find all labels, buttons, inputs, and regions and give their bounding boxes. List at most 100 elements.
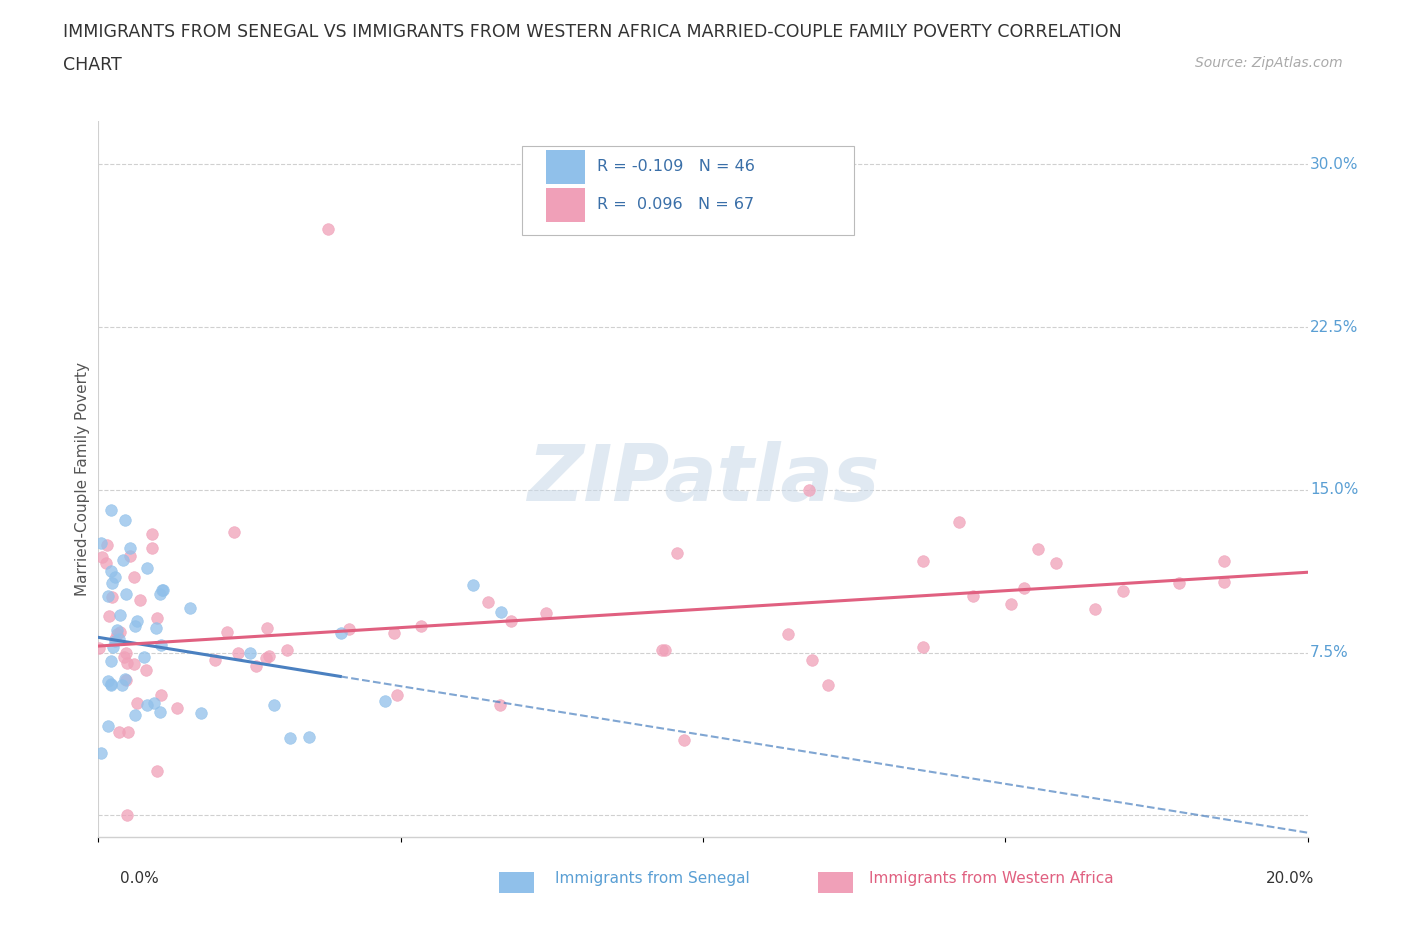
Point <box>100 677 122 692</box>
Text: ZIPatlas: ZIPatlas <box>527 441 879 517</box>
Text: 7.5%: 7.5% <box>1310 645 1348 660</box>
Point <box>114 671 136 686</box>
Point <box>204 653 226 668</box>
Text: Source: ZipAtlas.com: Source: ZipAtlas.com <box>1195 56 1343 70</box>
Point <box>120 548 142 563</box>
Point <box>149 587 172 602</box>
Point <box>124 618 146 633</box>
Point <box>115 586 138 601</box>
Point <box>146 764 169 778</box>
Point <box>298 730 321 745</box>
Point <box>136 561 159 576</box>
Point <box>259 648 281 663</box>
Point <box>245 658 267 673</box>
Point <box>141 540 163 555</box>
Point <box>117 808 139 823</box>
Point <box>100 677 122 692</box>
Point <box>962 589 984 604</box>
Point <box>107 631 129 646</box>
Text: CHART: CHART <box>63 56 122 73</box>
Point <box>141 526 163 541</box>
Point <box>107 627 129 642</box>
FancyBboxPatch shape <box>522 146 855 235</box>
Text: Immigrants from Western Africa: Immigrants from Western Africa <box>869 871 1114 886</box>
Point <box>316 222 339 237</box>
Point <box>122 657 145 671</box>
Point <box>96 555 118 570</box>
Point <box>673 732 696 747</box>
Point <box>477 595 499 610</box>
Text: 22.5%: 22.5% <box>1310 320 1358 335</box>
Point <box>254 650 277 665</box>
Point <box>239 645 262 660</box>
Point <box>100 502 122 517</box>
Bar <box>546 150 585 184</box>
Text: 20.0%: 20.0% <box>1267 871 1315 886</box>
Point <box>256 620 278 635</box>
Point <box>797 482 820 497</box>
Point <box>105 622 128 637</box>
Point <box>948 514 970 529</box>
Point <box>329 625 352 640</box>
Point <box>114 672 136 687</box>
Point <box>108 608 131 623</box>
Point <box>108 625 131 640</box>
Point <box>100 654 122 669</box>
Text: 30.0%: 30.0% <box>1310 157 1358 172</box>
Point <box>276 643 298 658</box>
Point <box>489 698 512 712</box>
Point <box>1045 555 1067 570</box>
Point <box>817 677 839 692</box>
Point <box>124 708 146 723</box>
Point <box>117 724 139 739</box>
Point <box>100 576 122 591</box>
Point <box>127 696 149 711</box>
Point <box>114 512 136 527</box>
Point <box>1014 580 1036 595</box>
Point <box>411 618 433 633</box>
Point <box>91 550 114 565</box>
Text: 15.0%: 15.0% <box>1310 483 1358 498</box>
Point <box>143 696 166 711</box>
Point <box>224 525 246 539</box>
Point <box>90 746 112 761</box>
Point <box>150 687 173 702</box>
Point <box>97 608 120 623</box>
Point <box>190 705 212 720</box>
Point <box>97 673 120 688</box>
Point <box>87 641 110 656</box>
Point <box>149 638 172 653</box>
Point <box>385 688 408 703</box>
Point <box>179 601 201 616</box>
Point <box>1000 596 1022 611</box>
Point <box>463 578 485 592</box>
Point <box>152 582 174 597</box>
Point <box>129 592 152 607</box>
Point <box>912 640 935 655</box>
Point <box>278 731 301 746</box>
Point <box>1213 575 1236 590</box>
Text: R = -0.109   N = 46: R = -0.109 N = 46 <box>596 159 755 175</box>
Point <box>911 553 934 568</box>
Point <box>90 535 112 550</box>
Point <box>263 698 285 713</box>
Point <box>111 677 134 692</box>
Point <box>97 589 120 604</box>
Point <box>1026 542 1049 557</box>
Point <box>534 606 557 621</box>
Point <box>374 694 396 709</box>
Point <box>145 621 167 636</box>
Point <box>103 639 125 654</box>
Point <box>104 569 127 584</box>
Point <box>1112 584 1135 599</box>
Point <box>215 625 238 640</box>
Point <box>96 538 118 552</box>
Point <box>122 570 145 585</box>
Point <box>801 653 824 668</box>
Text: Immigrants from Senegal: Immigrants from Senegal <box>555 871 751 886</box>
Point <box>1084 602 1107 617</box>
Text: IMMIGRANTS FROM SENEGAL VS IMMIGRANTS FROM WESTERN AFRICA MARRIED-COUPLE FAMILY : IMMIGRANTS FROM SENEGAL VS IMMIGRANTS FR… <box>63 23 1122 41</box>
Point <box>166 701 188 716</box>
Point <box>226 645 249 660</box>
Point <box>115 646 138 661</box>
